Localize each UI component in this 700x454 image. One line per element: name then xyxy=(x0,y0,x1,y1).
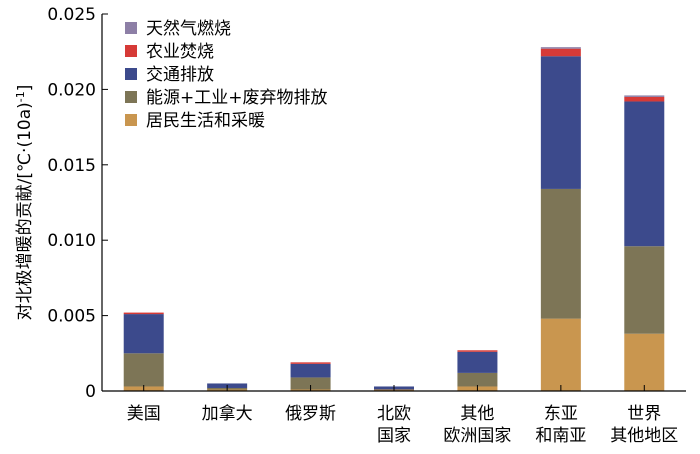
legend-swatch xyxy=(125,68,137,80)
legend-swatch xyxy=(125,91,137,103)
y-axis-title: 对北极增暖的贡献/[℃·(10a)-1] xyxy=(14,85,36,321)
y-tick-label: 0.020 xyxy=(47,80,96,100)
bar-segment xyxy=(123,312,164,315)
bar-segment xyxy=(290,363,331,378)
legend-swatch xyxy=(125,114,137,126)
bar-segment xyxy=(123,314,164,354)
x-tick-label: 其他 xyxy=(460,404,494,424)
bar-segment xyxy=(540,318,581,391)
bar-segment xyxy=(624,101,665,247)
legend-swatch xyxy=(125,45,137,57)
y-axis-label: 对北极增暖的贡献/[℃·(10a)-1] xyxy=(14,85,36,321)
x-tick-label: 欧洲国家 xyxy=(443,426,511,446)
x-tick-label: 世界 xyxy=(627,404,661,424)
x-tick-label: 和南亚 xyxy=(535,426,586,446)
x-tick-label: 国家 xyxy=(377,426,411,446)
legend-label: 天然气燃烧 xyxy=(146,19,231,39)
bar-segment xyxy=(624,96,665,102)
bar-segment xyxy=(624,333,665,391)
bar-segment xyxy=(457,351,498,373)
bar-segment xyxy=(290,377,331,390)
y-tick-label: 0.005 xyxy=(47,307,96,327)
legend-label: 能源+工业+废弃物排放 xyxy=(146,88,328,108)
bar-segment xyxy=(540,48,581,57)
y-tick-label: 0.010 xyxy=(47,231,96,251)
x-tick-label: 北欧 xyxy=(377,404,411,424)
y-tick-label: 0.025 xyxy=(47,5,96,25)
legend-swatch xyxy=(125,22,137,34)
bar-segment xyxy=(290,362,331,364)
bar-segment xyxy=(457,350,498,352)
x-tick-label: 其他地区 xyxy=(610,426,678,446)
bar-segment xyxy=(624,95,665,97)
x-tick-label: 美国 xyxy=(127,404,161,424)
bar-segment xyxy=(540,56,581,189)
x-tick-label: 俄罗斯 xyxy=(285,404,336,424)
x-tick-label: 加拿大 xyxy=(202,403,253,424)
y-tick-label: 0.015 xyxy=(47,156,96,176)
bar-segment xyxy=(624,246,665,334)
bar-segment xyxy=(540,47,581,49)
bar-segment xyxy=(123,353,164,387)
y-tick-label: 0 xyxy=(85,382,96,402)
bar-segment xyxy=(540,188,581,319)
legend-label: 居民生活和采暖 xyxy=(146,111,265,131)
legend-label: 交通排放 xyxy=(146,65,214,85)
bar-segment xyxy=(457,372,498,387)
legend-label: 农业焚烧 xyxy=(146,42,214,62)
x-tick-label: 东亚 xyxy=(544,404,578,424)
